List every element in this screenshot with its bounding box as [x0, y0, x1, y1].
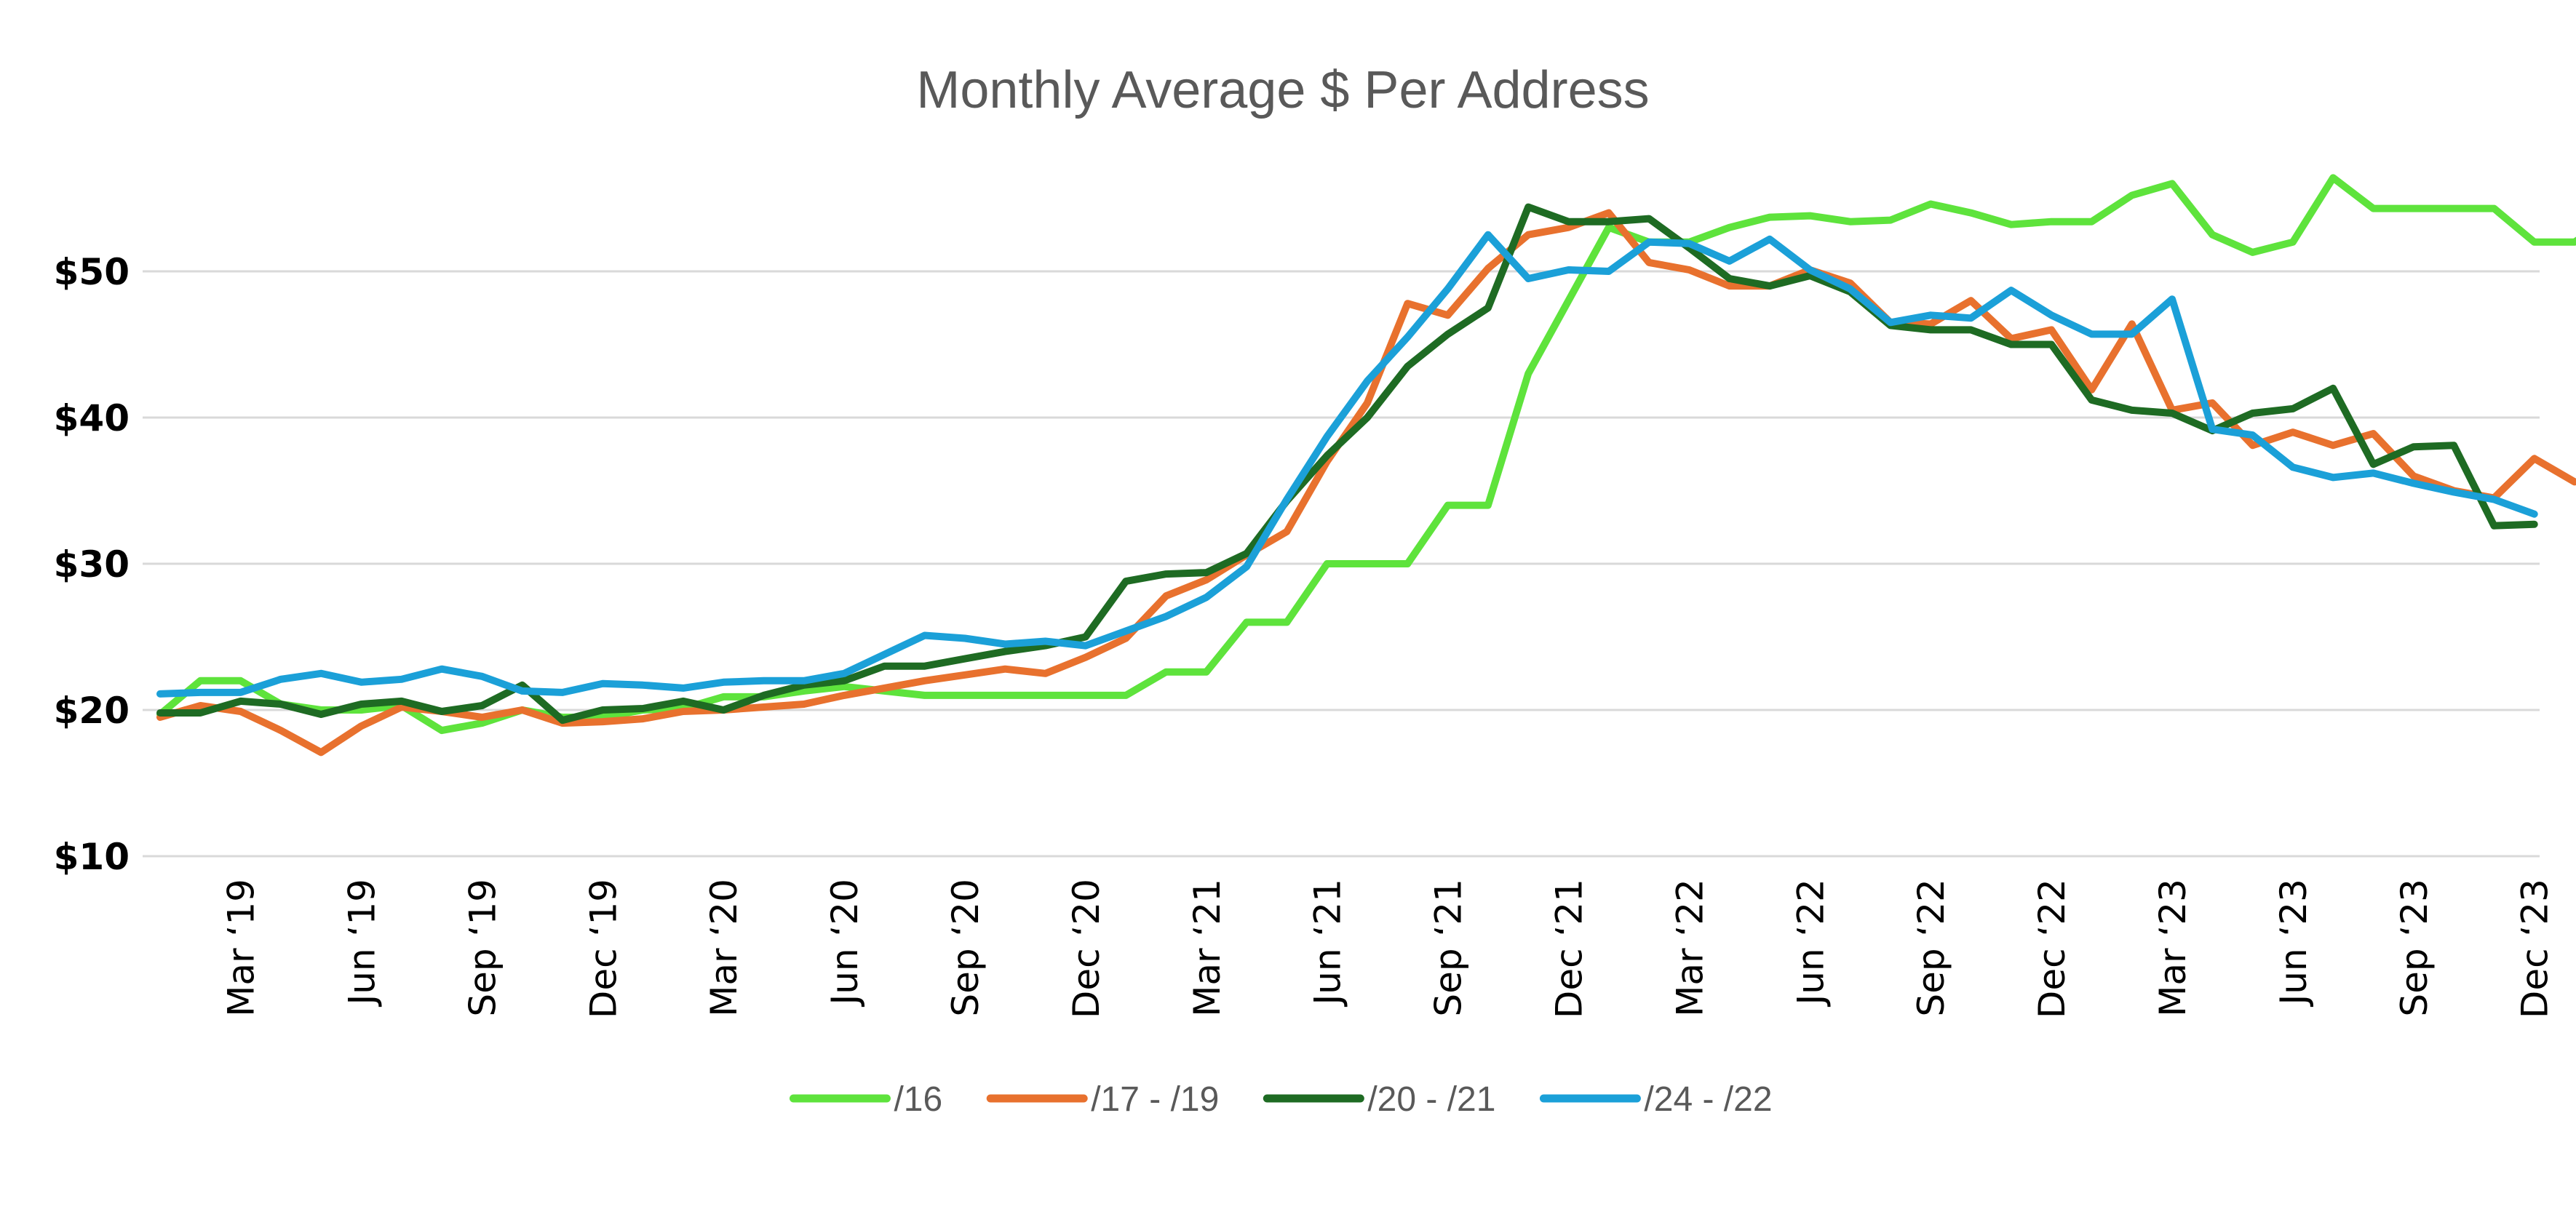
legend: /16/17 - /19/20 - /21/24 - /22	[789, 1080, 1773, 1119]
x-tick-label: Sep ‘22	[1910, 879, 1952, 1017]
series-line-2	[156, 209, 2576, 757]
y-tick-label: $10	[54, 836, 130, 878]
x-tick-label: Dec ‘22	[2031, 879, 2073, 1018]
x-tick-label: Dec ‘20	[1065, 879, 1108, 1018]
series-line-3	[156, 203, 2538, 725]
x-axis-tick-labels: Mar ‘19 Jun ‘19 Sep ‘19 Dec ‘19 Mar ‘20 Jun ‘…	[220, 879, 2556, 1018]
x-tick-label: Mar ‘19	[220, 879, 263, 1017]
x-tick-label: Jun ‘23	[2273, 879, 2315, 1008]
x-tick-label: Dec ‘21	[1549, 879, 1591, 1018]
chart-title: Monthly Average $ Per Address	[916, 61, 1649, 119]
series-line-1	[156, 174, 2576, 735]
y-tick-label: $30	[54, 543, 130, 586]
y-tick-label: $50	[54, 251, 130, 293]
x-tick-label: Sep ‘23	[2393, 879, 2436, 1017]
x-tick-label: Jun ‘22	[1789, 879, 1832, 1008]
x-tick-label: Mar ‘22	[1669, 879, 1711, 1017]
x-tick-label: Jun ‘20	[824, 879, 866, 1008]
legend-label: /16	[894, 1080, 942, 1119]
x-tick-label: Jun ‘21	[1307, 879, 1349, 1008]
legend-label: /17 - /19	[1091, 1080, 1219, 1119]
x-tick-label: Dec ‘19	[582, 879, 624, 1018]
y-tick-label: $20	[54, 690, 130, 732]
y-tick-label: $40	[54, 397, 130, 439]
x-tick-label: Sep ‘20	[945, 879, 987, 1017]
x-tick-label: Jun ‘19	[341, 879, 383, 1008]
x-tick-label: Mar ‘21	[1186, 879, 1228, 1017]
y-axis-tick-labels: $10 $20 $30 $40 $50	[54, 251, 130, 878]
series-lines	[156, 174, 2576, 757]
x-tick-label: Sep ‘21	[1428, 879, 1470, 1017]
x-tick-label: Sep ‘19	[461, 879, 504, 1017]
x-tick-label: Mar ‘20	[703, 879, 745, 1017]
series-line-4	[156, 231, 2538, 698]
x-tick-label: Mar ‘23	[2152, 879, 2194, 1017]
legend-label: /24 - /22	[1644, 1080, 1772, 1119]
legend-label: /20 - /21	[1367, 1080, 1495, 1119]
x-tick-label: Dec ‘23	[2514, 879, 2556, 1018]
